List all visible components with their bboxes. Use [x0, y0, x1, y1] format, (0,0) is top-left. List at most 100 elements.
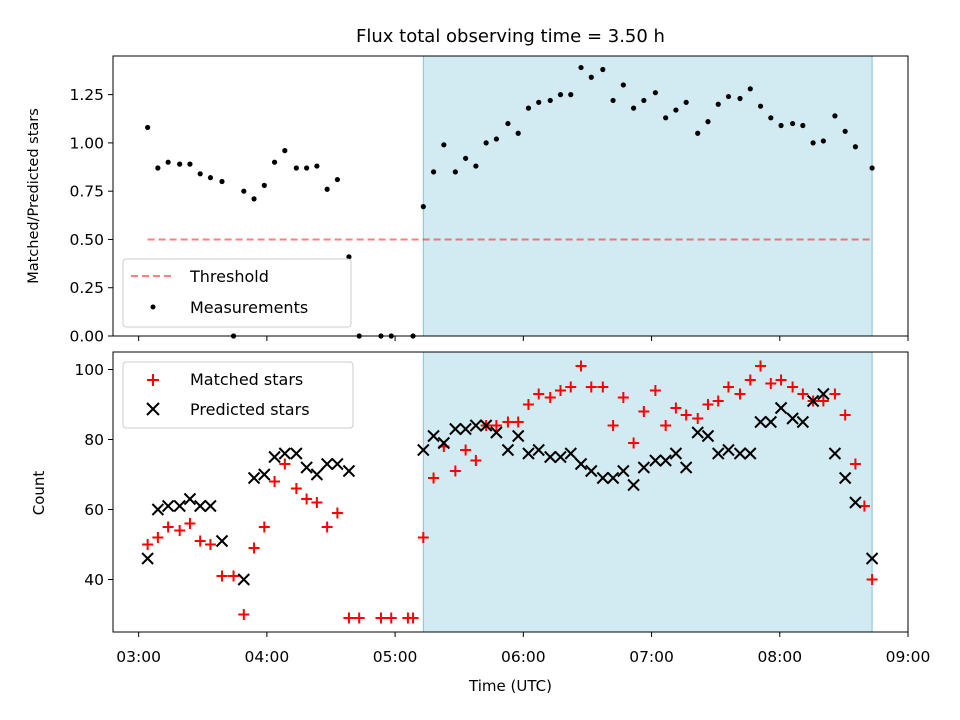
predicted-star-point [712, 447, 725, 460]
matched-star-point [702, 399, 714, 410]
matched-star-point [670, 402, 682, 414]
bottom-legend-box [122, 361, 354, 429]
matched-star-point [722, 381, 734, 393]
measurement-point [261, 182, 267, 188]
matched-star-point [712, 395, 724, 407]
measurement-point [525, 105, 532, 111]
measurement-point [271, 159, 278, 165]
measurement-point [304, 165, 310, 171]
matched-star-point [660, 420, 672, 431]
predicted-star-point [237, 573, 250, 586]
matched-star-point [194, 535, 206, 547]
predicted-star-point [806, 394, 820, 408]
measurement-point [493, 136, 499, 142]
measurement-point [663, 115, 669, 121]
matched-star-point [228, 570, 240, 582]
top-panel: 0.00 0.25 0.50 0.75 1.00 1.25 Flux total obse… [26, 26, 909, 346]
matched-star-point [858, 500, 870, 512]
matched-star-point [575, 360, 587, 372]
x-tick-label: 08:00 [757, 648, 802, 666]
measurement-point [505, 120, 511, 127]
measurement-point [820, 138, 826, 144]
predicted-star-point [331, 457, 344, 471]
bottom-x-axis-ticks: 03:00 04:00 05:00 06:00 07:00 08:00 09:00 [116, 632, 930, 666]
matched-star-point [680, 409, 692, 421]
measurement-point [483, 140, 489, 146]
matched-star-point [565, 381, 577, 393]
top-x-axis-ticks [138, 336, 909, 341]
measurement-point [420, 204, 426, 210]
matched-star-point [533, 388, 545, 400]
measurement-point [757, 103, 764, 109]
predicted-star-point [183, 492, 197, 506]
measurement-point [293, 165, 299, 171]
measurement-point [165, 159, 171, 165]
matched-star-point [417, 532, 429, 543]
matched-star-point [162, 521, 174, 533]
y-tick-label: 40 [84, 571, 104, 589]
legend-predicted-label: Predicted stars [190, 400, 310, 419]
predicted-star-point [838, 471, 852, 485]
y-tick-label: 100 [74, 361, 104, 379]
measurement-point [673, 107, 679, 113]
legend-measurements-swatch [150, 304, 156, 310]
measurement-point [282, 148, 288, 154]
predicted-star-point [310, 468, 324, 481]
chart-title: Flux total observing time = 3.50 h [356, 26, 665, 47]
predicted-star-point [574, 457, 588, 471]
predicted-star-point [449, 422, 462, 436]
matched-star-point [204, 539, 216, 550]
top-y-axis-ticks: 0.00 0.25 0.50 0.75 1.00 1.25 [69, 86, 113, 346]
predicted-star-point [342, 464, 356, 478]
matched-star-point [216, 570, 228, 582]
measurement-point [145, 124, 151, 131]
matched-star-point [512, 416, 524, 428]
matched-star-point [829, 388, 841, 400]
matched-star-point [238, 609, 250, 620]
matched-star-point [522, 399, 534, 410]
matched-star-point [797, 388, 809, 400]
measurement-point [652, 90, 658, 96]
measurement-point [346, 254, 352, 260]
predicted-star-point [606, 471, 620, 485]
matched-star-point [866, 574, 878, 585]
matched-star-point [248, 542, 260, 554]
matched-star-point [744, 374, 756, 386]
predicted-star-point [490, 426, 503, 439]
measurement-point [547, 97, 553, 104]
measurement-point [452, 169, 458, 175]
bottom-legend: Matched stars Predicted stars [122, 361, 354, 429]
predicted-star-point [691, 426, 704, 439]
predicted-star-point [564, 447, 577, 460]
measurement-point [695, 130, 701, 136]
predicted-star-point [300, 461, 313, 474]
x-tick-label: 03:00 [116, 648, 161, 666]
predicted-star-point [247, 471, 261, 485]
predicted-star-point [459, 422, 472, 436]
x-tick-label: 04:00 [245, 648, 290, 666]
predicted-star-point [659, 454, 672, 467]
predicted-star-point [764, 415, 778, 429]
predicted-star-point [544, 450, 557, 464]
predicted-star-point [679, 461, 693, 474]
matched-star-point [269, 476, 281, 487]
measurement-point [737, 95, 743, 102]
matched-star-point [353, 612, 365, 624]
predicted-star-point [796, 415, 810, 429]
predicted-star-point [637, 461, 651, 474]
measurement-point [852, 144, 859, 150]
x-tick-label: 09:00 [886, 648, 931, 666]
measurement-point [789, 120, 796, 127]
matched-star-point [849, 458, 861, 470]
measurement-point [869, 165, 875, 171]
predicted-star-point [427, 429, 440, 443]
measurement-point [557, 92, 564, 98]
legend-threshold-label: Threshold [189, 267, 269, 286]
predicted-star-point [173, 499, 186, 513]
measurement-point [630, 105, 637, 111]
measurement-point [620, 82, 626, 88]
predicted-star-point [627, 478, 640, 492]
matched-star-point [617, 392, 629, 403]
predicted-star-point [733, 447, 747, 460]
measurement-point [832, 113, 838, 119]
